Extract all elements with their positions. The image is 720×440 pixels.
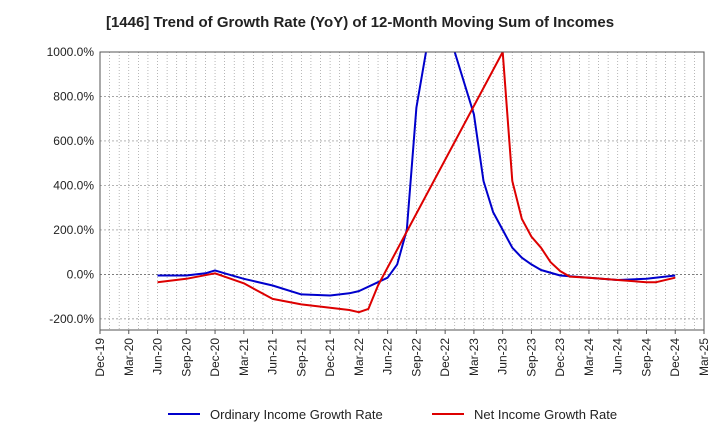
x-tick-label: Dec-21 bbox=[323, 338, 337, 377]
x-tick-label: Jun-23 bbox=[496, 338, 510, 375]
x-tick-label: Jun-20 bbox=[151, 338, 165, 375]
x-axis: Dec-19 Mar-20 Jun-20 Sep-20 Dec-20 Mar-21 Jun-… bbox=[93, 330, 711, 377]
x-tick-label: Sep-22 bbox=[409, 338, 423, 377]
x-tick-label: Jun-21 bbox=[266, 338, 280, 375]
x-tick-label: Mar-24 bbox=[582, 338, 596, 376]
x-tick-label: Dec-24 bbox=[668, 338, 682, 377]
series-layer bbox=[157, 52, 676, 314]
legend: Ordinary Income Growth Rate Net Income Gr… bbox=[168, 407, 617, 422]
x-tick-label: Dec-23 bbox=[553, 338, 567, 377]
x-tick-label: Sep-23 bbox=[524, 338, 538, 377]
y-axis: -200.0% 0.0% 200.0% 400.0% 600.0% 800.0% 1000.… bbox=[47, 45, 95, 326]
y-tick-label: 1000.0% bbox=[47, 45, 95, 59]
grid-layer bbox=[99, 51, 705, 330]
x-tick-label: Mar-22 bbox=[352, 338, 366, 376]
legend-label-1: Ordinary Income Growth Rate bbox=[210, 407, 383, 422]
x-tick-label: Mar-20 bbox=[122, 338, 136, 376]
y-tick-label: 0.0% bbox=[67, 267, 95, 281]
x-tick-label: Mar-21 bbox=[237, 338, 251, 376]
y-tick-label: 600.0% bbox=[53, 134, 94, 148]
y-tick-label: -200.0% bbox=[49, 312, 94, 326]
x-tick-label: Mar-25 bbox=[697, 338, 711, 376]
x-tick-label: Sep-21 bbox=[294, 338, 308, 377]
x-tick-label: Jun-22 bbox=[381, 338, 395, 375]
x-tick-label: Dec-22 bbox=[438, 338, 452, 377]
series-line-1 bbox=[157, 52, 676, 297]
x-tick-label: Jun-24 bbox=[611, 338, 625, 375]
x-tick-label: Sep-24 bbox=[639, 338, 653, 377]
series-line-2 bbox=[157, 52, 676, 314]
y-tick-label: 200.0% bbox=[53, 223, 94, 237]
y-tick-label: 400.0% bbox=[53, 178, 94, 192]
plot-background bbox=[100, 52, 704, 330]
x-tick-label: Dec-19 bbox=[93, 338, 107, 377]
legend-label-2: Net Income Growth Rate bbox=[474, 407, 617, 422]
x-tick-label: Dec-20 bbox=[208, 338, 222, 377]
chart-title: [1446] Trend of Growth Rate (YoY) of 12-… bbox=[105, 14, 615, 31]
x-tick-label: Mar-23 bbox=[467, 338, 481, 376]
x-tick-label: Sep-20 bbox=[179, 338, 193, 377]
plot-frame bbox=[99, 51, 705, 331]
y-tick-label: 800.0% bbox=[53, 89, 94, 103]
